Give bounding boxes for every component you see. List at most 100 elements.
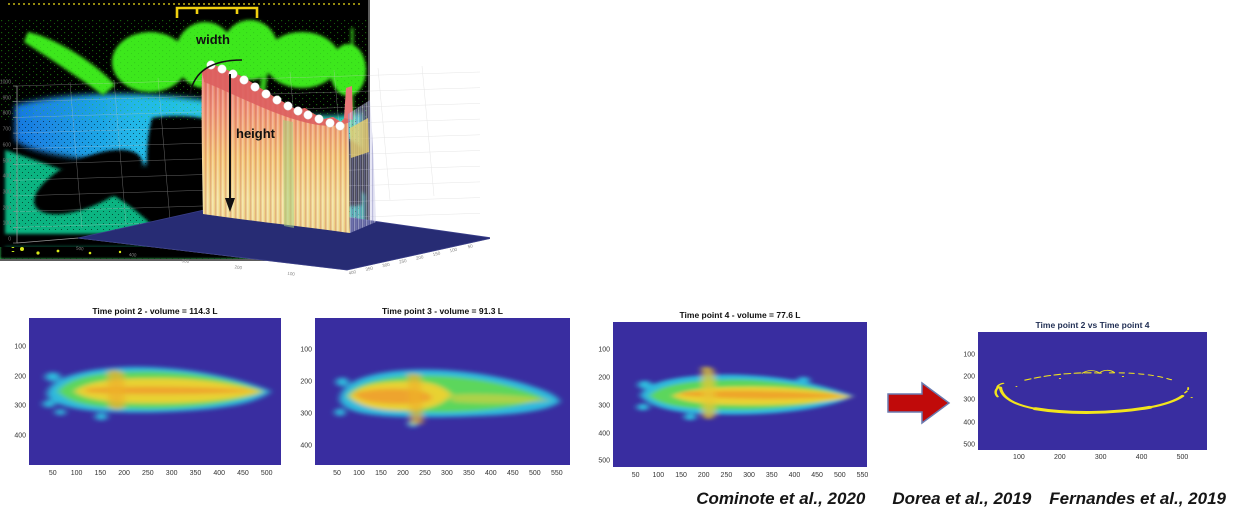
tick-label: 400 — [348, 269, 357, 276]
surface-3d-graphic — [13, 59, 490, 271]
heatmap-plot-area — [29, 318, 281, 465]
tick-label: 350 — [189, 470, 202, 477]
tick-label: 150 — [675, 472, 687, 479]
citation-cominote: Cominote et al., 2020 — [696, 489, 866, 508]
tick-label: 300 — [300, 410, 312, 418]
tick-label: 200 — [415, 254, 424, 261]
tick-label: 600 — [2, 142, 11, 149]
comparison-arrow — [886, 381, 952, 425]
tick-label: 400 — [485, 470, 497, 477]
tick-label: 800 — [2, 110, 11, 117]
tick-label: 350 — [765, 472, 778, 479]
tick-label: 0 — [8, 236, 11, 243]
heatmap-time-point-3: Time point 3 - volume = 91.3 L 50 100 150 2… — [300, 302, 590, 492]
cow-surface — [201, 64, 376, 233]
height-label: height — [236, 126, 275, 141]
x-axis: 50 100 150 200 250 300 350 400 450 500 550 — [613, 472, 869, 482]
tick-label: 300 — [743, 472, 755, 479]
tick-label: 300 — [441, 470, 453, 477]
tick-label: 200 — [598, 374, 610, 382]
tick-label: 200 — [697, 472, 710, 479]
surface-3d-plot: width height 1000 900 800 700 600 500 400 300 20… — [0, 0, 490, 298]
tick-label: 150 — [375, 470, 387, 477]
tick-label: 500 — [75, 245, 84, 252]
x-axis: 50 100 150 200 250 300 350 400 450 500 — [29, 470, 281, 480]
tick-label: 500 — [1176, 454, 1189, 461]
tick-label: 200 — [14, 373, 26, 381]
difference-plot-area — [978, 332, 1207, 450]
citation-fernandes: Fernandes et al., 2019 — [1049, 489, 1226, 508]
tick-label: 500 — [598, 457, 610, 465]
tick-label: 100 — [300, 346, 312, 354]
tick-label: 550 — [856, 472, 869, 479]
tick-label: 400 — [1135, 454, 1148, 461]
yellow-bracket — [175, 6, 259, 18]
tick-label: 400 — [963, 419, 975, 427]
heatmap-time-point-2: Time point 2 - volume = 114.3 L 50 100 150… — [14, 302, 307, 492]
surface-z-axis: 1000 900 800 700 600 500 400 300 200 100 0 — [0, 79, 13, 243]
tick-label: 700 — [2, 126, 11, 133]
tick-label: 400 — [128, 251, 137, 258]
tick-label: 350 — [463, 470, 475, 477]
tick-label: 500 — [2, 158, 11, 164]
tick-label: 200 — [2, 205, 11, 212]
tick-label: 450 — [237, 470, 249, 477]
tick-label: 500 — [260, 470, 273, 477]
citation-line: Cominote et al., 2020 Dorea et al., 2019… — [0, 489, 1226, 509]
x-axis: 100 200 300 400 500 — [978, 454, 1207, 464]
tick-label: 50 — [467, 243, 474, 250]
tick-label: 400 — [14, 432, 26, 440]
feed-pile-blob — [42, 366, 271, 421]
tick-label: 550 — [550, 470, 563, 477]
tick-label: 500 — [528, 470, 541, 477]
tick-label: 400 — [300, 442, 312, 450]
tick-label: 300 — [165, 470, 178, 477]
heatmap-title: Time point 3 - volume = 91.3 L — [381, 306, 503, 316]
tick-label: 250 — [720, 472, 733, 479]
x-axis: 50 100 150 200 250 300 350 400 450 500 550 — [315, 470, 570, 480]
tick-label: 450 — [811, 472, 823, 479]
tick-label: 250 — [142, 470, 154, 477]
heatmap-plot-area — [613, 322, 867, 467]
tick-label: 300 — [14, 402, 26, 410]
floor-plane — [77, 201, 490, 271]
heatmap-time-point-4: Time point 4 - volume = 77.6 L 50 100 150 2… — [598, 302, 890, 498]
width-label: width — [196, 32, 230, 47]
tick-label: 50 — [333, 470, 341, 477]
tick-label: 400 — [598, 430, 610, 438]
tick-label: 300 — [963, 396, 975, 404]
tick-label: 200 — [397, 470, 409, 477]
tick-label: 100 — [70, 470, 83, 477]
tick-label: 300 — [598, 402, 610, 410]
difference-map: Time point 2 vs Time point 4 100 200 300 40… — [950, 316, 1234, 476]
y-axis: 100 200 300 400 500 — [598, 322, 611, 467]
tick-label: 150 — [432, 250, 441, 258]
tick-label: 150 — [94, 470, 107, 477]
feed-pile-blob — [637, 366, 854, 421]
tick-label: 500 — [963, 441, 975, 449]
tick-label: 300 — [2, 189, 11, 196]
tick-label: 400 — [788, 472, 801, 479]
spine-marker-dots — [206, 60, 345, 131]
heatmap-plot-area — [315, 318, 570, 465]
difference-title: Time point 2 vs Time point 4 — [1035, 320, 1150, 330]
width-bracket — [189, 59, 243, 95]
right-arrow-icon — [887, 381, 951, 425]
difference-outline — [994, 369, 1193, 414]
tick-label: 1000 — [0, 79, 11, 86]
tick-label: 100 — [353, 470, 365, 477]
height-arrow — [225, 74, 235, 212]
tick-label: 200 — [963, 373, 975, 381]
tick-label: 100 — [963, 351, 975, 359]
tick-label: 100 — [287, 270, 296, 277]
tick-label: 250 — [398, 258, 408, 265]
tick-label: 200 — [234, 264, 243, 271]
tick-label: 100 — [598, 346, 610, 354]
y-axis: 100 200 300 400 500 — [960, 332, 976, 450]
citation-dorea: Dorea et al., 2019 — [892, 489, 1032, 508]
tick-label: 300 — [1094, 454, 1107, 461]
heatmap-title: Time point 4 - volume = 77.6 L — [679, 310, 801, 320]
tick-label: 350 — [364, 265, 374, 272]
tick-label: 50 — [48, 470, 57, 477]
tick-label: 200 — [118, 470, 130, 477]
